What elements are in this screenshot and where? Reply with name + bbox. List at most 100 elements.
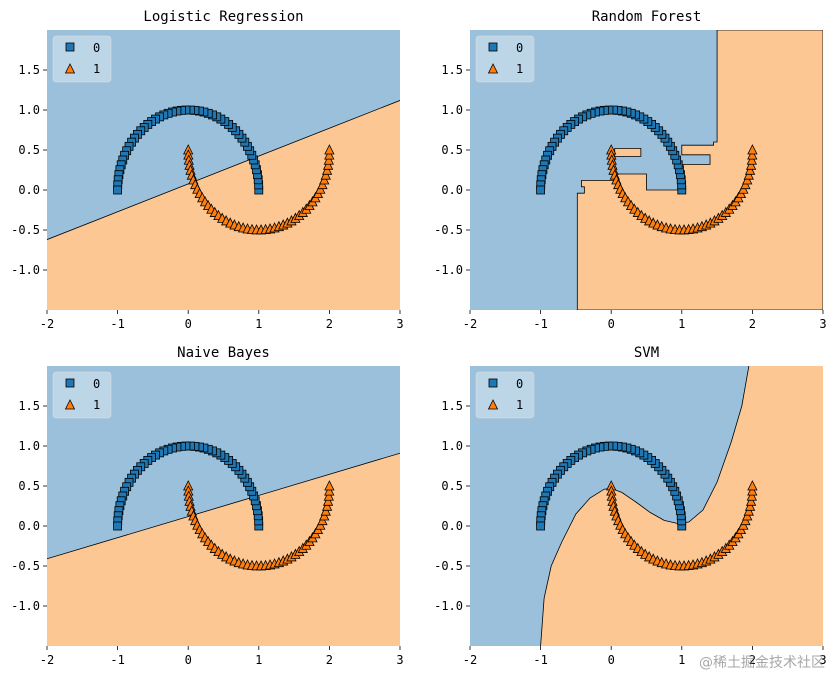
series-1: [606, 144, 758, 235]
legend-marker-1: [64, 399, 76, 410]
y-tick-label: 0.5: [18, 479, 40, 493]
y-tick-label: 0.0: [18, 183, 40, 197]
x-tick-label: 0: [185, 317, 192, 331]
subplot-title: Naive Bayes: [177, 345, 270, 361]
y-tick-label: -0.5: [434, 559, 463, 573]
point-class-1: [746, 154, 757, 165]
point-class-1: [743, 169, 754, 180]
point-class-1: [747, 144, 758, 155]
legend-box: [475, 35, 535, 83]
legend-marker-0: [65, 42, 75, 52]
y-tick-label: 0.5: [18, 143, 40, 157]
y-tick-label: 1.0: [18, 439, 40, 453]
region-class-1: [47, 453, 400, 646]
x-tick-label: 1: [255, 653, 262, 667]
legend-marker-1: [64, 63, 76, 74]
y-tick-label: 0.5: [441, 143, 463, 157]
legend-box: [52, 35, 112, 83]
x-tick-label: 3: [396, 317, 403, 331]
legend-label-1: 1: [93, 62, 100, 76]
point-class-1: [321, 500, 333, 511]
series-0: [536, 441, 687, 531]
point-class-0: [536, 521, 545, 531]
legend-marker-0: [488, 378, 498, 388]
region-class-1: [47, 100, 400, 310]
y-tick-label: 1.0: [441, 439, 463, 453]
point-class-1: [747, 480, 758, 491]
point-class-1: [324, 480, 335, 491]
plot-area: [47, 30, 400, 310]
y-tick-label: 1.0: [441, 103, 463, 117]
x-tick-label: 2: [749, 653, 756, 667]
point-class-1: [744, 164, 756, 175]
x-tick-label: 1: [255, 317, 262, 331]
point-class-1: [747, 149, 758, 160]
x-tick-label: 2: [326, 653, 333, 667]
y-tick-label: -1.0: [434, 263, 463, 277]
y-tick-label: -1.0: [434, 599, 463, 613]
legend-marker-0: [65, 378, 75, 388]
point-class-1: [322, 495, 334, 506]
legend: 01: [52, 371, 112, 419]
point-class-1: [322, 159, 334, 170]
x-tick-label: -2: [463, 653, 477, 667]
legend: 01: [475, 371, 535, 419]
x-tick-label: 2: [749, 317, 756, 331]
x-tick-label: 3: [819, 653, 826, 667]
point-class-1: [323, 154, 334, 165]
y-tick-label: 0.5: [441, 479, 463, 493]
point-class-0: [536, 185, 545, 195]
plot-area: [470, 366, 823, 646]
point-class-1: [744, 500, 756, 511]
x-tick-label: 1: [678, 653, 685, 667]
legend-label-1: 1: [93, 398, 100, 412]
plot-area: [47, 366, 400, 646]
x-tick-label: 1: [678, 317, 685, 331]
point-class-1: [324, 485, 335, 496]
region-class-1: [540, 366, 823, 646]
subplot-title: Logistic Regression: [143, 9, 303, 25]
series-0: [536, 105, 687, 195]
x-tick-label: 0: [608, 653, 615, 667]
decision-boundary: [540, 366, 750, 646]
legend-label-0: 0: [93, 41, 100, 55]
legend: 01: [52, 35, 112, 83]
legend-label-0: 0: [93, 377, 100, 391]
point-class-1: [745, 159, 757, 170]
plot-area: [470, 30, 823, 310]
y-tick-label: 0.0: [441, 183, 463, 197]
x-tick-label: -2: [40, 317, 54, 331]
x-tick-label: -2: [463, 317, 477, 331]
y-tick-label: 1.0: [18, 103, 40, 117]
point-class-1: [746, 490, 757, 501]
legend-marker-0: [488, 42, 498, 52]
y-tick-label: 1.5: [18, 63, 40, 77]
legend-label-0: 0: [516, 377, 523, 391]
x-tick-label: -1: [533, 653, 547, 667]
series-0: [113, 441, 264, 531]
point-class-1: [323, 490, 334, 501]
y-tick-label: -0.5: [11, 223, 40, 237]
y-tick-label: 1.5: [441, 399, 463, 413]
series-0: [113, 105, 264, 195]
legend-marker-1: [487, 399, 499, 410]
decision-boundary: [47, 452, 400, 560]
x-tick-label: 2: [326, 317, 333, 331]
y-tick-label: 0.0: [441, 519, 463, 533]
subplot-title: SVM: [634, 345, 659, 361]
y-tick-label: -1.0: [11, 263, 40, 277]
legend-box: [52, 371, 112, 419]
x-tick-label: -1: [533, 317, 547, 331]
subplot-title: Random Forest: [592, 9, 702, 25]
watermark: @稀土掘金技术社区: [699, 655, 825, 671]
legend: 01: [475, 35, 535, 83]
x-tick-label: -1: [110, 317, 124, 331]
y-tick-label: -0.5: [11, 559, 40, 573]
point-class-0: [113, 185, 122, 195]
point-class-1: [320, 505, 331, 516]
point-class-1: [321, 164, 333, 175]
